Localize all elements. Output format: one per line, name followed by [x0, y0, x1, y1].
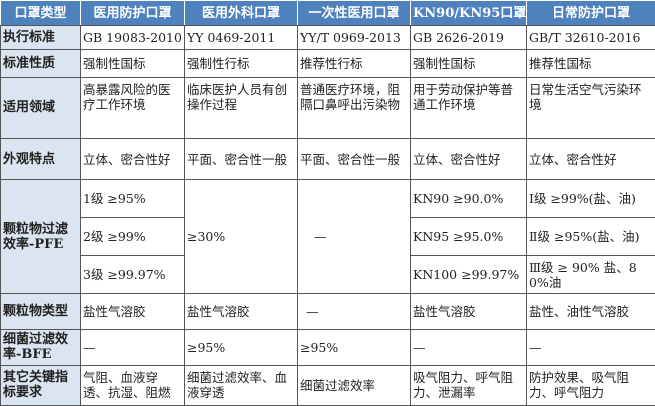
- header-mask-type: 口罩类型: [0, 0, 81, 26]
- cell-appearance-kn: 立体、密合性好: [410, 137, 527, 181]
- cell-scope-daily: 日常生活空气污染环境: [526, 76, 655, 139]
- cell-pfe-daily-level-3: Ⅲ级 ≥ 90% 盐、80%油: [526, 255, 655, 295]
- cell-nature-disposable: 推荐性行标: [297, 49, 411, 78]
- cell-particle-disposable: —: [297, 293, 411, 330]
- cell-pfe-kn100: KN100 ≥99.97%: [410, 255, 527, 295]
- header-kn90-kn95: KN90/KN95口罩: [410, 0, 527, 26]
- cell-scope-medical-protective: 高暴露风险的医疗工作环境: [80, 76, 185, 139]
- cell-particle-surgical: 盐性气溶胶: [184, 293, 298, 330]
- row-scope: 适用领域 高暴露风险的医疗工作环境 临床医护人员有创操作过程 普通医疗环境，阻隔…: [0, 76, 655, 139]
- cell-other-surgical: 细菌过滤效率、血液穿透: [184, 364, 298, 406]
- cell-bfe-medical-protective: —: [80, 328, 185, 366]
- cell-scope-surgical: 临床医护人员有创操作过程: [184, 76, 298, 139]
- cell-scope-disposable: 普通医疗环境，阻隔口鼻呼出污染物: [297, 76, 411, 139]
- header-row: 口罩类型 医用防护口罩 医用外科口罩 一次性医用口罩 KN90/KN95口罩 日…: [0, 0, 655, 26]
- row-label-standard: 执行标准: [0, 24, 81, 51]
- cell-bfe-daily: —: [526, 328, 655, 366]
- cell-particle-kn: 盐性气溶胶: [410, 293, 527, 330]
- header-disposable: 一次性医用口罩: [297, 0, 411, 26]
- row-label-scope: 适用领域: [0, 76, 81, 139]
- cell-scope-kn: 用于劳动保护等普通工作环境: [410, 76, 527, 139]
- cell-pfe-daily-level-1: Ⅰ级 ≥99%(盐、油): [526, 179, 655, 219]
- cell-particle-daily: 盐性、油性气溶胶: [526, 293, 655, 330]
- cell-pfe-surgical: ≥30%: [184, 179, 298, 295]
- cell-standard-kn: GB 2626-2019: [410, 24, 527, 51]
- row-label-appearance: 外观特点: [0, 137, 81, 181]
- cell-appearance-disposable: 平面、密合性一般: [297, 137, 411, 181]
- row-label-particle-type: 颗粒物类型: [0, 293, 81, 330]
- row-bfe: 细菌过滤效率-BFE — ≥95% ≥95% — —: [0, 328, 655, 366]
- cell-standard-daily: GB/T 32610-2016: [526, 24, 655, 51]
- cell-appearance-daily: 立体、密合性好: [526, 137, 655, 181]
- cell-pfe-medical-protective-level-3: 3级 ≥99.97%: [80, 255, 185, 295]
- cell-bfe-kn: —: [410, 328, 527, 366]
- header-surgical: 医用外科口罩: [184, 0, 298, 26]
- row-label-other: 其它关键指标要求: [0, 364, 81, 406]
- cell-standard-disposable: YY/T 0969-2013: [297, 24, 411, 51]
- cell-pfe-daily-level-2: Ⅱ级 ≥95%(盐、油): [526, 217, 655, 257]
- cell-pfe-kn90: KN90 ≥90.0%: [410, 179, 527, 219]
- cell-other-kn: 吸气阻力、呼气阻力、泄漏率: [410, 364, 527, 406]
- row-pfe-1: 颗粒物过滤效率-PFE 1级 ≥95% ≥30% — KN90 ≥90.0% Ⅰ…: [0, 179, 655, 295]
- cell-standard-surgical: YY 0469-2011: [184, 24, 298, 51]
- row-nature: 标准性质 强制性国标 强制性行标 推荐性行标 强制性国标 推荐性国标: [0, 49, 655, 78]
- cell-nature-daily: 推荐性国标: [526, 49, 655, 78]
- header-daily: 日常防护口罩: [526, 0, 655, 26]
- cell-nature-kn: 强制性国标: [410, 49, 527, 78]
- cell-other-medical-protective: 气阻、血液穿透、抗湿、阻燃: [80, 364, 185, 406]
- row-label-bfe: 细菌过滤效率-BFE: [0, 328, 81, 366]
- cell-nature-surgical: 强制性行标: [184, 49, 298, 78]
- row-label-nature: 标准性质: [0, 49, 81, 78]
- cell-bfe-disposable: ≥95%: [297, 328, 411, 366]
- row-appearance: 外观特点 立体、密合性好 平面、密合性一般 平面、密合性一般 立体、密合性好 立…: [0, 137, 655, 181]
- cell-pfe-disposable: —: [297, 179, 411, 295]
- cell-standard-medical-protective: GB 19083-2010: [80, 24, 185, 51]
- cell-pfe-medical-protective-level-2: 2级 ≥99%: [80, 217, 185, 257]
- cell-appearance-surgical: 平面、密合性一般: [184, 137, 298, 181]
- header-medical-protective: 医用防护口罩: [80, 0, 185, 26]
- cell-particle-medical-protective: 盐性气溶胶: [80, 293, 185, 330]
- cell-nature-medical-protective: 强制性国标: [80, 49, 185, 78]
- cell-pfe-kn95: KN95 ≥95.0%: [410, 217, 527, 257]
- row-pfe-3: 3级 ≥99.97% KN100 ≥99.97% Ⅲ级 ≥ 90% 盐、80%油: [1, 255, 655, 295]
- row-label-pfe: 颗粒物过滤效率-PFE: [0, 179, 81, 295]
- cell-pfe-medical-protective-level-1: 1级 ≥95%: [80, 179, 185, 219]
- row-particle-type: 颗粒物类型 盐性气溶胶 盐性气溶胶 — 盐性气溶胶 盐性、油性气溶胶: [0, 293, 655, 330]
- row-standard: 执行标准 GB 19083-2010 YY 0469-2011 YY/T 096…: [0, 24, 655, 51]
- cell-bfe-surgical: ≥95%: [184, 328, 298, 366]
- cell-appearance-medical-protective: 立体、密合性好: [80, 137, 185, 181]
- row-other: 其它关键指标要求 气阻、血液穿透、抗湿、阻燃 细菌过滤效率、血液穿透 细菌过滤效…: [0, 364, 655, 406]
- cell-other-disposable: 细菌过滤效率: [297, 364, 411, 406]
- cell-other-daily: 防护效果、吸气阻力、呼气阻力: [526, 364, 655, 406]
